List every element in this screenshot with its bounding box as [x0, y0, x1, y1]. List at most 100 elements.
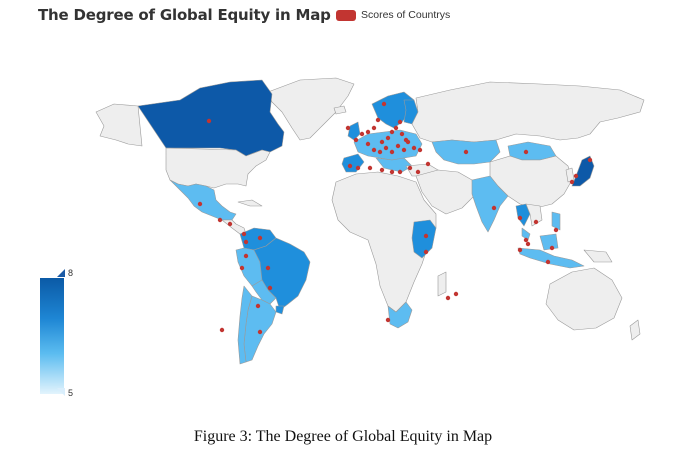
borneo[interactable]	[539, 233, 559, 251]
canada[interactable]	[137, 79, 285, 157]
score-marker[interactable]	[243, 239, 249, 245]
alaska	[95, 103, 143, 147]
score-marker[interactable]	[389, 129, 395, 135]
score-marker[interactable]	[393, 125, 399, 131]
score-marker[interactable]	[377, 149, 383, 155]
score-marker[interactable]	[267, 285, 273, 291]
middle-east	[415, 169, 475, 215]
score-marker[interactable]	[401, 147, 407, 153]
score-marker[interactable]	[347, 163, 353, 169]
score-marker[interactable]	[517, 215, 523, 221]
score-marker[interactable]	[445, 295, 451, 301]
score-marker[interactable]	[385, 317, 391, 323]
score-marker[interactable]	[569, 179, 575, 185]
score-marker[interactable]	[371, 147, 377, 153]
score-marker[interactable]	[379, 167, 385, 173]
australia	[545, 267, 623, 331]
world-map	[40, 77, 645, 394]
iceland	[333, 105, 347, 115]
new-zealand	[629, 319, 641, 341]
score-marker[interactable]	[463, 149, 469, 155]
score-marker[interactable]	[367, 165, 373, 171]
visual-map-min-handle[interactable]	[57, 388, 65, 396]
score-marker[interactable]	[411, 145, 417, 151]
score-marker[interactable]	[525, 241, 531, 247]
score-marker[interactable]	[533, 219, 539, 225]
score-marker[interactable]	[395, 143, 401, 149]
new-guinea	[583, 249, 613, 263]
legend[interactable]: Scores of Countrys	[336, 9, 450, 21]
visual-map-max-handle[interactable]	[57, 269, 65, 277]
score-marker[interactable]	[355, 165, 361, 171]
score-marker[interactable]	[517, 247, 523, 253]
score-marker[interactable]	[243, 253, 249, 259]
indonesia[interactable]	[517, 247, 585, 269]
uruguay[interactable]	[275, 305, 285, 315]
score-marker[interactable]	[389, 149, 395, 155]
madagascar	[437, 271, 447, 297]
india[interactable]	[471, 175, 509, 233]
score-marker[interactable]	[523, 237, 529, 243]
score-marker[interactable]	[573, 173, 579, 179]
usa[interactable]	[165, 147, 271, 189]
score-marker[interactable]	[219, 327, 225, 333]
score-marker[interactable]	[399, 131, 405, 137]
visual-map-bar[interactable]	[40, 278, 64, 394]
chile[interactable]	[237, 285, 253, 365]
score-marker[interactable]	[553, 227, 559, 233]
score-marker[interactable]	[385, 135, 391, 141]
uk[interactable]	[347, 121, 361, 141]
score-marker[interactable]	[239, 265, 245, 271]
score-marker[interactable]	[417, 147, 423, 153]
score-marker[interactable]	[365, 141, 371, 147]
russia[interactable]	[411, 81, 645, 143]
score-marker[interactable]	[345, 125, 351, 131]
score-marker[interactable]	[523, 149, 529, 155]
greenland	[267, 77, 355, 141]
figure-caption: Figure 3: The Degree of Global Equity in…	[193, 428, 493, 445]
score-marker[interactable]	[197, 201, 203, 207]
score-marker[interactable]	[381, 101, 387, 107]
score-marker[interactable]	[407, 165, 413, 171]
score-marker[interactable]	[365, 129, 371, 135]
score-marker[interactable]	[491, 205, 497, 211]
mongolia[interactable]	[507, 141, 557, 161]
score-marker[interactable]	[206, 118, 212, 124]
score-markers	[197, 101, 593, 335]
score-marker[interactable]	[423, 249, 429, 255]
score-marker[interactable]	[383, 145, 389, 151]
italy-balkans[interactable]	[375, 157, 413, 173]
africa	[331, 171, 437, 313]
score-marker[interactable]	[255, 303, 261, 309]
score-marker[interactable]	[257, 235, 263, 241]
score-marker[interactable]	[587, 157, 593, 163]
legend-label: Scores of Countrys	[361, 9, 451, 21]
spain[interactable]	[341, 153, 365, 173]
score-marker[interactable]	[423, 233, 429, 239]
south-africa[interactable]	[387, 301, 413, 329]
score-marker[interactable]	[265, 265, 271, 271]
score-marker[interactable]	[397, 119, 403, 125]
score-marker[interactable]	[241, 231, 247, 237]
score-marker[interactable]	[359, 131, 365, 137]
score-marker[interactable]	[389, 169, 395, 175]
score-marker[interactable]	[425, 161, 431, 167]
score-marker[interactable]	[415, 169, 421, 175]
mexico[interactable]	[169, 179, 237, 221]
score-marker[interactable]	[545, 259, 551, 265]
score-marker[interactable]	[217, 217, 223, 223]
score-marker[interactable]	[453, 291, 459, 297]
thailand[interactable]	[515, 203, 531, 227]
western-europe[interactable]	[353, 129, 423, 161]
score-marker[interactable]	[397, 169, 403, 175]
score-marker[interactable]	[405, 139, 411, 145]
score-marker[interactable]	[371, 125, 377, 131]
score-marker[interactable]	[375, 117, 381, 123]
score-marker[interactable]	[353, 137, 359, 143]
score-marker[interactable]	[227, 221, 233, 227]
korea	[565, 167, 575, 183]
philippines[interactable]	[551, 211, 561, 231]
score-marker[interactable]	[257, 329, 263, 335]
score-marker[interactable]	[549, 245, 555, 251]
score-marker[interactable]	[379, 139, 385, 145]
